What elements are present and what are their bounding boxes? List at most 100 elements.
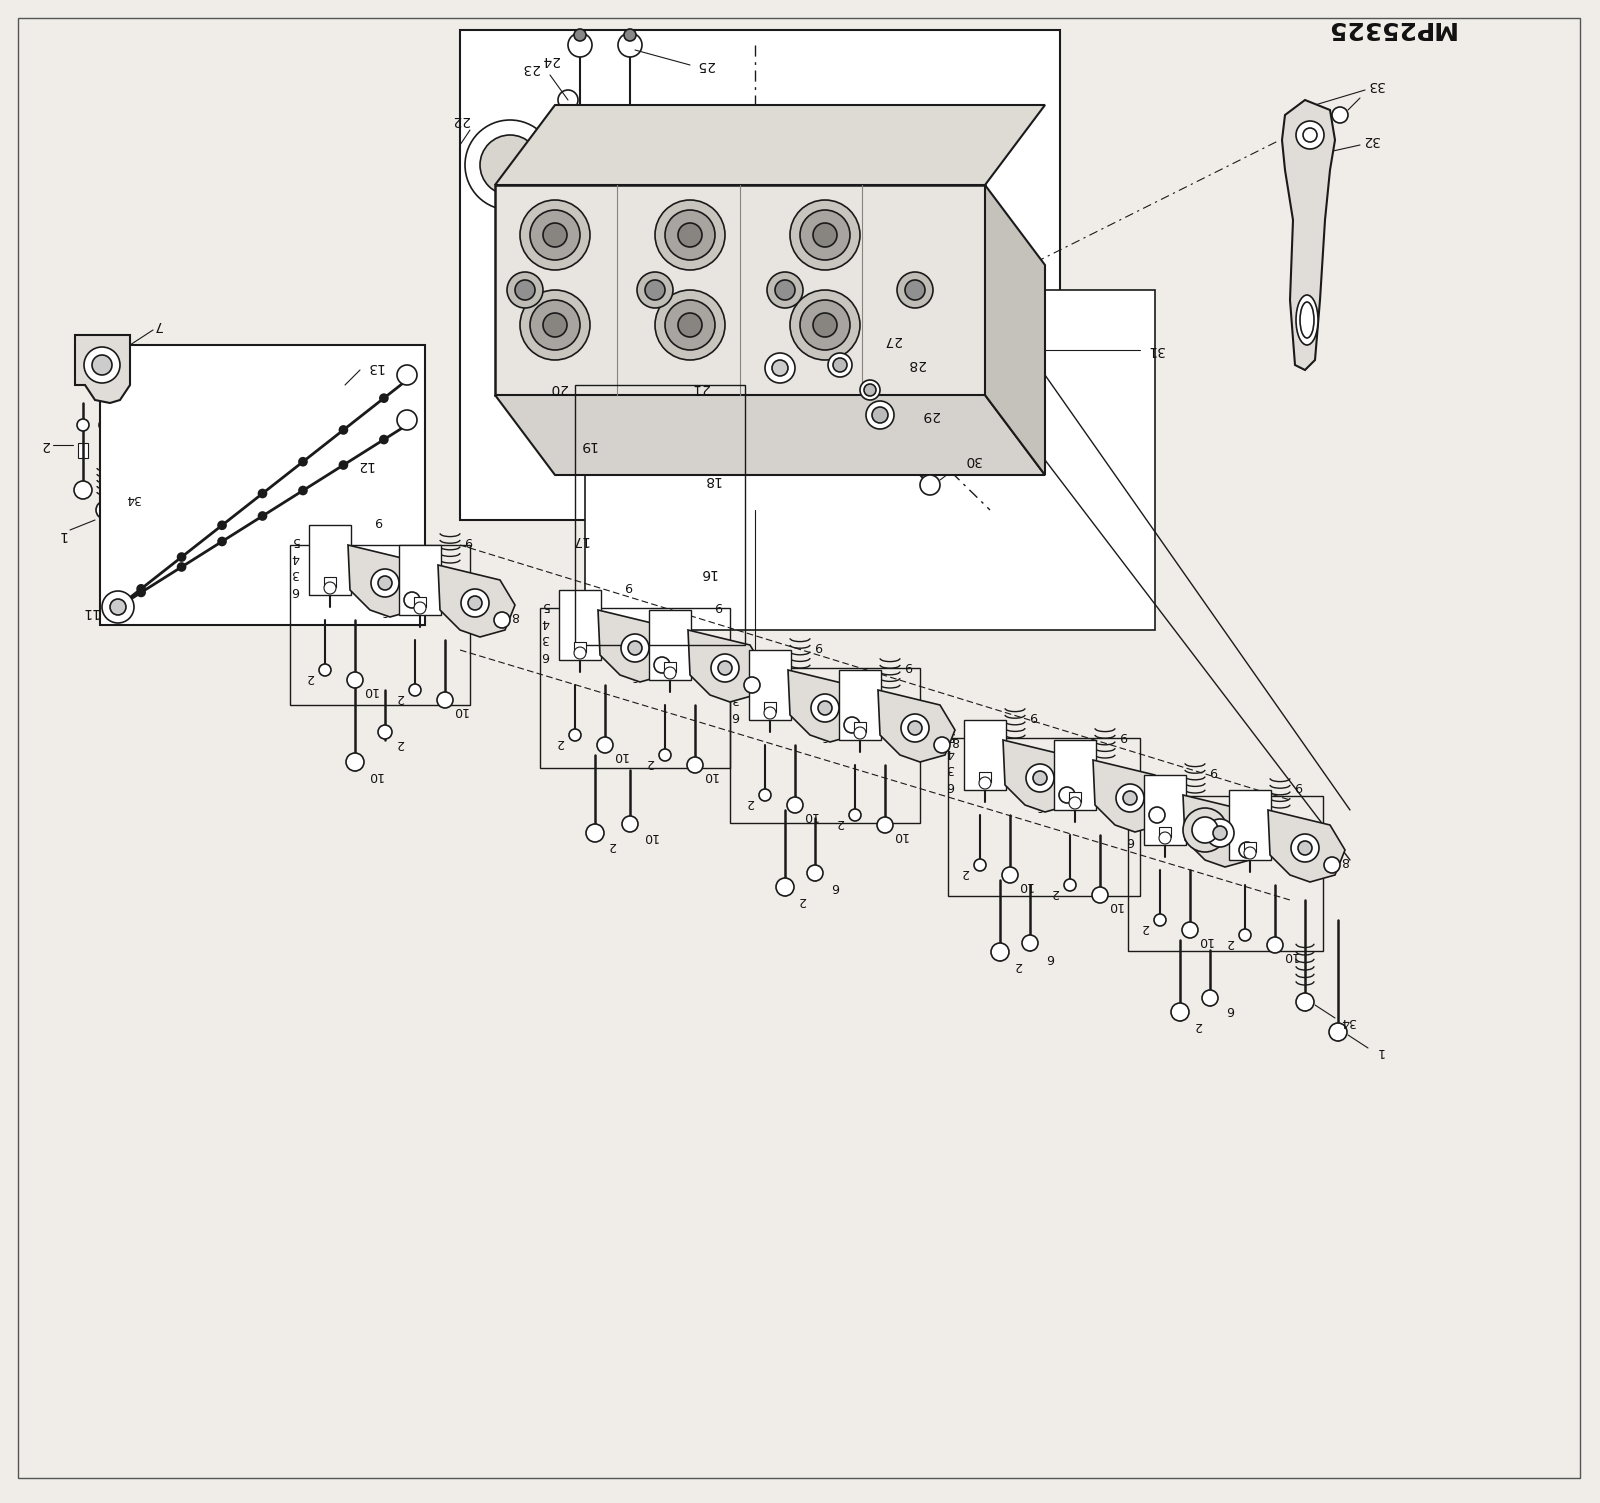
Bar [325,577,336,588]
Circle shape [854,727,866,739]
Text: 11: 11 [82,606,99,619]
Text: 28: 28 [907,358,925,371]
Bar [765,702,776,712]
Text: 6: 6 [821,729,829,741]
Circle shape [629,640,642,655]
Circle shape [790,290,861,361]
Text: 10: 10 [1282,948,1298,962]
Circle shape [1238,929,1251,941]
Circle shape [542,313,566,337]
Text: 5: 5 [1211,798,1219,812]
Circle shape [178,553,186,561]
Text: 7: 7 [152,319,162,332]
Circle shape [866,401,894,428]
Text: 6: 6 [1126,834,1134,846]
Circle shape [678,313,702,337]
Circle shape [218,522,226,529]
Circle shape [346,753,365,771]
Text: 8: 8 [1256,839,1264,852]
Text: 24: 24 [541,53,558,68]
Bar [664,661,677,672]
Text: 8: 8 [861,714,869,726]
Circle shape [621,634,650,661]
Circle shape [515,280,534,301]
Polygon shape [878,690,955,762]
Text: 27: 27 [883,334,901,347]
Circle shape [765,706,776,718]
Text: 6: 6 [946,779,954,792]
Circle shape [898,272,933,308]
Text: 26: 26 [811,305,829,319]
Circle shape [318,664,331,676]
Text: 9: 9 [464,534,472,547]
Text: 4: 4 [731,675,739,688]
Circle shape [530,301,581,350]
Circle shape [1002,867,1018,882]
Text: 2: 2 [837,816,843,828]
Text: 3: 3 [1211,831,1219,845]
Circle shape [1296,993,1314,1012]
Circle shape [1192,818,1218,843]
Circle shape [974,860,986,872]
Circle shape [397,365,418,385]
Text: 25: 25 [696,59,714,72]
Circle shape [602,412,618,428]
Circle shape [920,475,941,494]
Text: 6: 6 [1226,1004,1234,1016]
Circle shape [829,353,853,377]
Text: 2: 2 [608,839,616,852]
Circle shape [138,589,146,597]
Circle shape [800,210,850,260]
Circle shape [93,355,112,376]
Text: 3: 3 [1126,816,1134,830]
Text: 33: 33 [1366,78,1384,92]
Bar [1054,739,1096,810]
Circle shape [325,582,336,594]
Circle shape [648,413,662,427]
Circle shape [621,461,650,488]
Circle shape [637,272,674,308]
Circle shape [1123,791,1138,806]
Text: 2: 2 [746,795,754,809]
Bar [586,290,1155,630]
Polygon shape [598,610,675,682]
Circle shape [906,280,925,301]
Circle shape [642,583,654,597]
Circle shape [622,816,638,833]
Bar [1229,791,1270,860]
Text: 4: 4 [1126,801,1134,813]
Text: 5: 5 [630,619,638,631]
Circle shape [686,758,702,773]
Text: 8: 8 [950,733,958,747]
Circle shape [568,33,592,57]
Text: 1: 1 [58,528,67,543]
Circle shape [299,487,307,494]
Circle shape [666,210,715,260]
Text: 4: 4 [1037,765,1043,779]
Circle shape [1022,935,1038,951]
Text: 10: 10 [893,828,907,842]
Text: 15: 15 [555,612,573,625]
Bar [1069,792,1082,803]
Circle shape [872,407,888,422]
Circle shape [774,280,795,301]
Text: 5: 5 [821,678,829,691]
Text: 9: 9 [1210,764,1218,777]
Text: 3: 3 [291,567,299,580]
Bar [494,185,986,395]
Text: 8: 8 [1166,804,1174,816]
Circle shape [654,657,670,673]
Circle shape [744,676,760,693]
Text: 4: 4 [541,616,549,628]
Text: 31: 31 [1146,343,1163,358]
Text: 3: 3 [541,631,549,645]
Text: 2: 2 [306,670,314,684]
Text: 10: 10 [366,768,382,782]
Bar [963,720,1006,791]
Text: 6: 6 [541,648,549,661]
Bar [309,525,350,595]
Circle shape [813,313,837,337]
Text: 10: 10 [453,703,467,717]
Text: 4: 4 [381,571,389,583]
Polygon shape [494,395,1045,475]
